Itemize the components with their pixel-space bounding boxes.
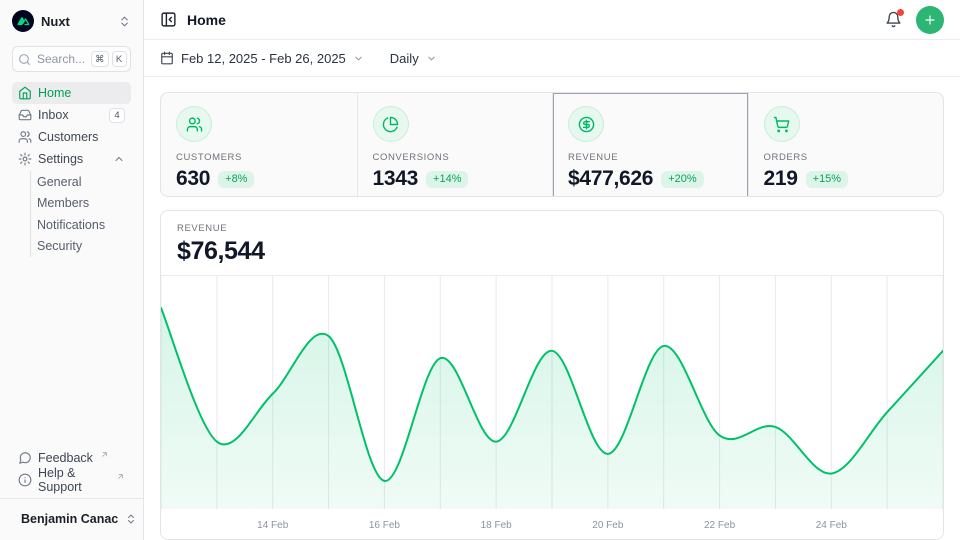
plus-icon (925, 14, 935, 25)
revenue-chart-card: Revenue $76,544 14 Feb 16 Feb 18 Feb 20 Feb… (160, 210, 944, 540)
sidebar-item-customers[interactable]: Customers (12, 126, 131, 148)
stat-delta-badge: +20% (661, 170, 704, 188)
info-icon (18, 473, 32, 487)
sidebar-divider (0, 498, 143, 499)
home-icon (18, 86, 32, 100)
stat-delta-badge: +14% (426, 170, 469, 188)
sidebar-item-label: Settings (38, 152, 84, 166)
calendar-icon (160, 51, 174, 65)
sidebar-item-label: Customers (38, 130, 99, 144)
sidebar-item-label: Home (38, 86, 72, 100)
cart-icon (763, 106, 800, 142)
stat-delta-badge: +15% (805, 170, 849, 188)
notifications-button[interactable] (885, 9, 904, 28)
stat-card-revenue[interactable]: Revenue $477,626 +20% (552, 93, 748, 196)
sidebar-collapse-icon[interactable] (160, 11, 177, 28)
header: Home (144, 0, 960, 40)
pie-chart-icon (372, 106, 409, 142)
filters-bar: Feb 12, 2025 - Feb 26, 2025 Daily (144, 40, 960, 77)
sidebar-item-label: Inbox (38, 108, 69, 122)
search-shortcut: ⌘ K (91, 51, 127, 67)
dollar-circle-icon (568, 106, 604, 142)
stat-label: Conversions (372, 152, 450, 163)
user-menu[interactable]: Benjamin Canac (12, 504, 135, 534)
stat-label: Revenue (568, 152, 619, 163)
notification-dot (897, 9, 904, 16)
granularity-select[interactable]: Daily (390, 51, 437, 66)
sidebar-item-members[interactable]: Members (37, 196, 90, 211)
inbox-count-badge: 4 (109, 107, 125, 123)
chart-x-axis: 14 Feb 16 Feb 18 Feb 20 Feb 22 Feb 24 Feb (161, 509, 943, 539)
sidebar-item-settings[interactable]: Settings (12, 148, 131, 170)
sidebar-item-notifications[interactable]: Notifications (37, 217, 106, 232)
page-content: Customers 630 +8% Conversions 1343 +14% (144, 77, 960, 540)
stat-delta-badge: +8% (218, 170, 255, 188)
sidebar-item-security[interactable]: Security (37, 239, 83, 254)
sidebar-item-home[interactable]: Home (12, 82, 131, 104)
gear-icon (18, 152, 32, 166)
stat-card-conversions[interactable]: Conversions 1343 +14% (356, 93, 553, 196)
search-placeholder: Search... (37, 52, 86, 66)
sidebar-nav: Home Inbox 4 Customers Settings Genera (12, 82, 131, 257)
stat-label: Orders (763, 152, 808, 163)
users-icon (18, 130, 32, 144)
x-axis-tick: 18 Feb (480, 520, 512, 532)
stat-value: 1343 (372, 167, 419, 190)
sidebar-item-general[interactable]: General (37, 174, 82, 189)
stat-value: 630 (176, 167, 211, 190)
workspace-switcher[interactable]: Nuxt (12, 8, 131, 34)
nuxt-logo-icon (12, 10, 34, 32)
date-range-value: Feb 12, 2025 - Feb 26, 2025 (181, 50, 346, 66)
main-area: Home Feb 12, 2025 - Feb 26, 2025 Daily (144, 0, 960, 540)
stat-value: $477,626 (568, 167, 654, 190)
date-range-picker[interactable]: Feb 12, 2025 - Feb 26, 2025 (160, 51, 364, 66)
users-icon (176, 106, 212, 142)
sidebar: Nuxt Search... ⌘ K Home Inbox 4 (0, 0, 144, 540)
chart-header: Revenue $76,544 (161, 211, 943, 276)
chat-bubble-icon (18, 451, 32, 465)
search-input[interactable]: Search... ⌘ K (12, 46, 131, 72)
chevron-down-icon (353, 53, 364, 64)
stats-row: Customers 630 +8% Conversions 1343 +14% (160, 92, 944, 197)
x-axis-tick: 22 Feb (703, 520, 736, 532)
settings-sub-list: General Members Notifications Security (30, 171, 131, 257)
external-link-icon (100, 450, 109, 459)
x-axis-tick: 14 Feb (257, 520, 289, 532)
granularity-value: Daily (389, 50, 419, 66)
external-link-icon (116, 472, 125, 481)
inbox-icon (18, 108, 32, 122)
chevron-up-icon (113, 153, 125, 165)
help-support-link[interactable]: Help & Support (12, 466, 131, 494)
stat-value: 219 (763, 167, 798, 190)
user-name: Benjamin Canac (21, 512, 119, 526)
bell-icon (886, 11, 901, 28)
chevrons-up-down-icon (125, 513, 137, 525)
chevron-down-icon (426, 53, 437, 64)
chart-label: Revenue (177, 223, 228, 234)
revenue-area-chart[interactable] (161, 276, 943, 510)
x-axis-tick: 24 Feb (815, 520, 847, 532)
stat-label: Customers (176, 152, 242, 163)
page-title: Home (187, 11, 226, 28)
stat-card-customers[interactable]: Customers 630 +8% (161, 93, 357, 196)
workspace-name: Nuxt (41, 13, 70, 29)
chart-canvas (161, 276, 943, 510)
chart-total-value: $76,544 (177, 237, 265, 265)
kbd-cmd: ⌘ (91, 51, 109, 67)
stat-card-orders[interactable]: Orders 219 +15% (747, 93, 944, 196)
feedback-label: Feedback (38, 451, 93, 465)
search-icon (18, 53, 31, 66)
feedback-link[interactable]: Feedback (12, 447, 131, 469)
help-support-label: Help & Support (38, 466, 82, 494)
sidebar-footer: Feedback Help & Support Benjamin Canac (0, 447, 143, 534)
chevrons-up-down-icon (118, 15, 131, 28)
sidebar-item-inbox[interactable]: Inbox 4 (12, 104, 131, 126)
add-button[interactable] (916, 5, 944, 34)
kbd-k: K (111, 51, 127, 67)
x-axis-tick: 20 Feb (592, 520, 624, 532)
x-axis-tick: 16 Feb (368, 520, 400, 532)
